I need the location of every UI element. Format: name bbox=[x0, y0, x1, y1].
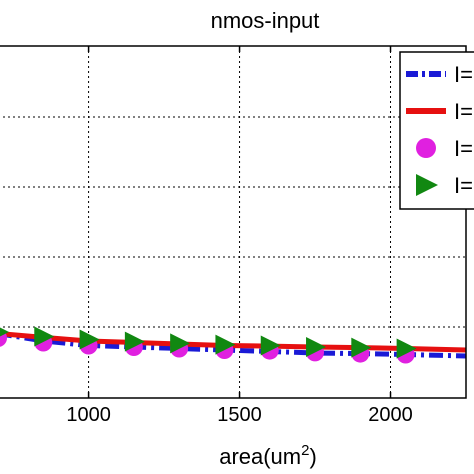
series-3-point bbox=[34, 326, 55, 347]
grid bbox=[0, 46, 466, 398]
axes-box bbox=[0, 45, 467, 399]
series-3-point bbox=[0, 327, 9, 337]
series-3-point bbox=[396, 338, 417, 359]
legend-label-0: I= bbox=[454, 62, 473, 87]
series-3-point bbox=[124, 331, 145, 352]
series-3-point bbox=[260, 335, 281, 356]
series-3-point bbox=[79, 329, 100, 350]
legend-label-2: I= bbox=[454, 136, 473, 161]
legend: I= I= I= I= bbox=[399, 51, 474, 210]
series-3-point bbox=[170, 333, 191, 354]
series-3-point bbox=[215, 334, 236, 355]
series-layer bbox=[0, 326, 467, 364]
chart-title: nmos-input bbox=[211, 8, 320, 33]
series-3-point bbox=[351, 337, 372, 358]
x-tick-label: 1000 bbox=[66, 404, 111, 426]
legend-swatch-2 bbox=[416, 138, 436, 158]
x-tick-label: 2000 bbox=[368, 404, 413, 426]
legend-swatch-3 bbox=[416, 174, 438, 196]
legend-label-1: I= bbox=[454, 99, 473, 124]
legend-box bbox=[399, 51, 474, 210]
legend-label-3: I= bbox=[454, 173, 473, 198]
x-axis-label: area(um2) bbox=[219, 442, 317, 469]
x-tick-label: 1500 bbox=[217, 404, 262, 426]
x-axis-ticks: 1000 1500 2000 bbox=[66, 46, 413, 426]
series-3-point bbox=[306, 337, 327, 357]
